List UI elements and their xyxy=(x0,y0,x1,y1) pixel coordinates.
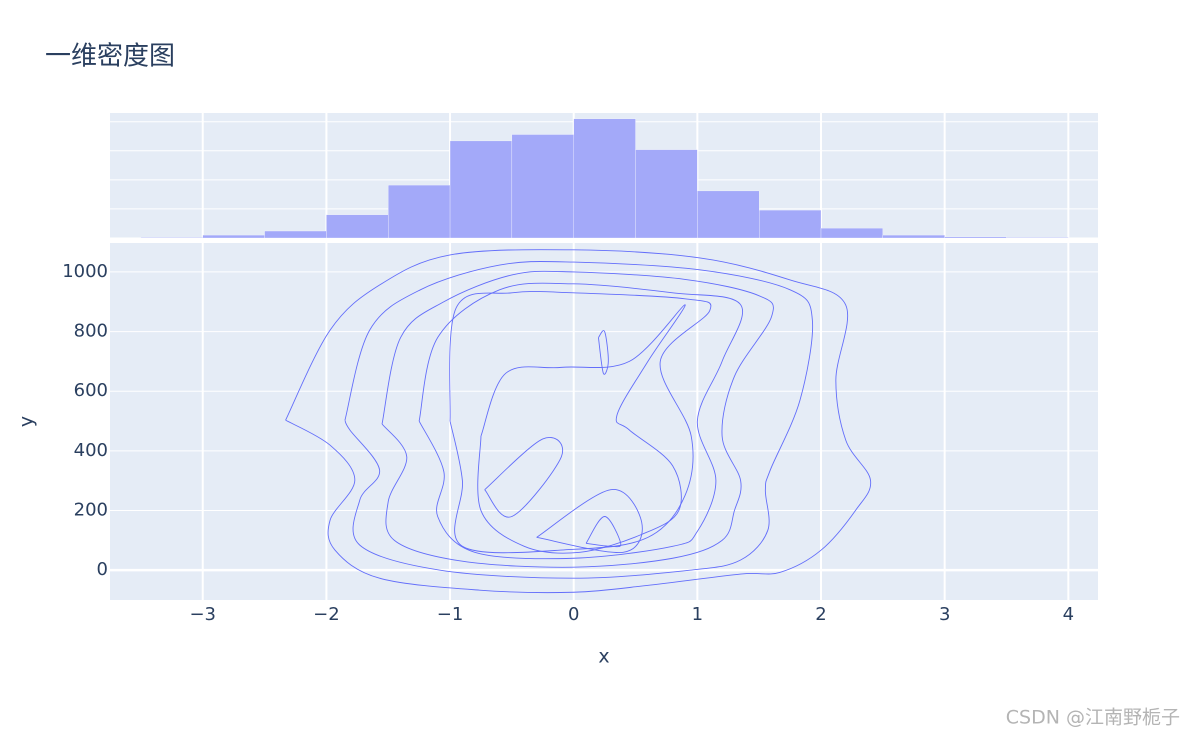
y-tick-label: 600 xyxy=(74,380,108,401)
histogram-bar xyxy=(635,149,698,239)
histogram-bar xyxy=(759,209,822,239)
y-tick-label: 800 xyxy=(74,321,108,342)
contour-line xyxy=(484,437,563,518)
x-axis-label: x xyxy=(598,646,609,668)
histogram-bar xyxy=(202,234,265,239)
histogram-bar xyxy=(1006,237,1069,239)
plot-background xyxy=(110,243,1098,600)
chart-title: 一维密度图 xyxy=(45,42,175,72)
histogram-bar xyxy=(882,234,945,239)
contour-line xyxy=(477,304,686,554)
x-tick-label: 3 xyxy=(939,604,950,625)
contour-line xyxy=(585,516,622,548)
histogram-bar xyxy=(511,134,574,239)
histogram-bar xyxy=(326,214,389,239)
y-tick-label: 0 xyxy=(97,559,108,580)
x-tick-label: 0 xyxy=(568,604,579,625)
contour-line xyxy=(344,261,814,579)
histogram-bar xyxy=(820,227,883,239)
x-tick-label: 2 xyxy=(815,604,826,625)
contour-line xyxy=(449,291,712,554)
histogram-bar xyxy=(388,184,451,239)
x-tick-label: −2 xyxy=(313,604,340,625)
y-axis-label: y xyxy=(16,416,38,427)
histogram-bar xyxy=(140,237,203,239)
histogram-bar xyxy=(264,230,327,239)
watermark: CSDN @江南野栀子 xyxy=(1006,707,1180,729)
contour-line xyxy=(597,330,609,375)
histogram-bar xyxy=(697,190,760,239)
contour-line xyxy=(381,270,774,568)
histogram-bar xyxy=(449,140,513,239)
histogram-bar xyxy=(573,118,636,239)
x-tick-label: −1 xyxy=(437,604,464,625)
y-tick-label: 1000 xyxy=(62,261,108,282)
contour-line xyxy=(285,249,872,594)
y-tick-label: 200 xyxy=(74,500,108,521)
x-tick-label: −3 xyxy=(189,604,216,625)
x-tick-label: 1 xyxy=(692,604,703,625)
histogram-bar xyxy=(944,236,1007,239)
x-tick-label: 4 xyxy=(1063,604,1074,625)
y-tick-label: 400 xyxy=(74,440,108,461)
contour-line xyxy=(536,489,643,553)
contour-line xyxy=(418,282,743,560)
